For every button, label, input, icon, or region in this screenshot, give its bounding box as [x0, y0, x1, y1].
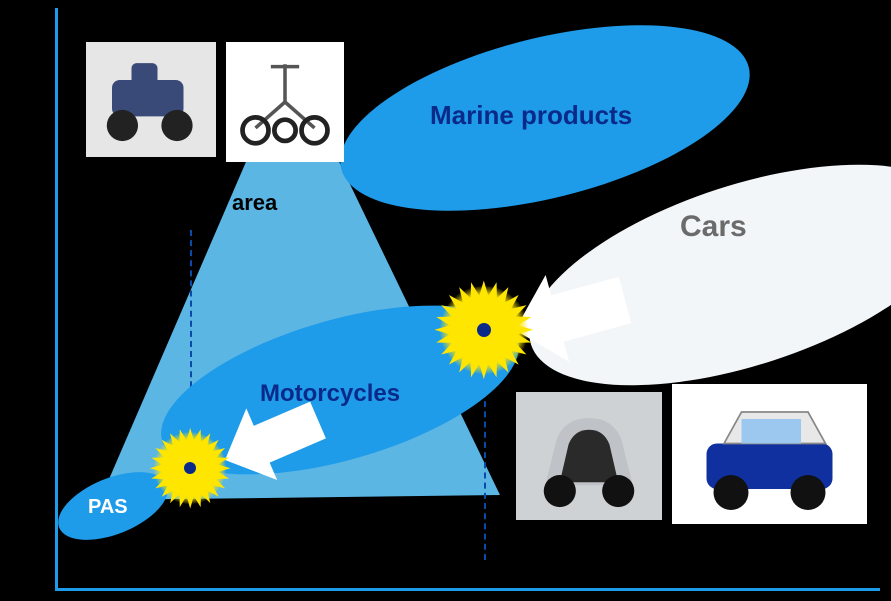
product-photo-quad-concept [86, 42, 216, 157]
arrow-1 [225, 402, 326, 480]
product-photo-trike-folding [226, 42, 344, 162]
highlight-dot-0 [477, 323, 491, 337]
motorcycles-label: Motorcycles [260, 380, 400, 408]
highlight-dot-1 [184, 462, 196, 474]
pas-label: PAS [88, 496, 128, 519]
cars-label: Cars [680, 210, 747, 244]
marine-label: Marine products [430, 100, 632, 131]
extra-label-0: area [232, 190, 277, 216]
product-photo-microcar [672, 384, 867, 524]
product-photo-cabin-trike [516, 392, 662, 520]
